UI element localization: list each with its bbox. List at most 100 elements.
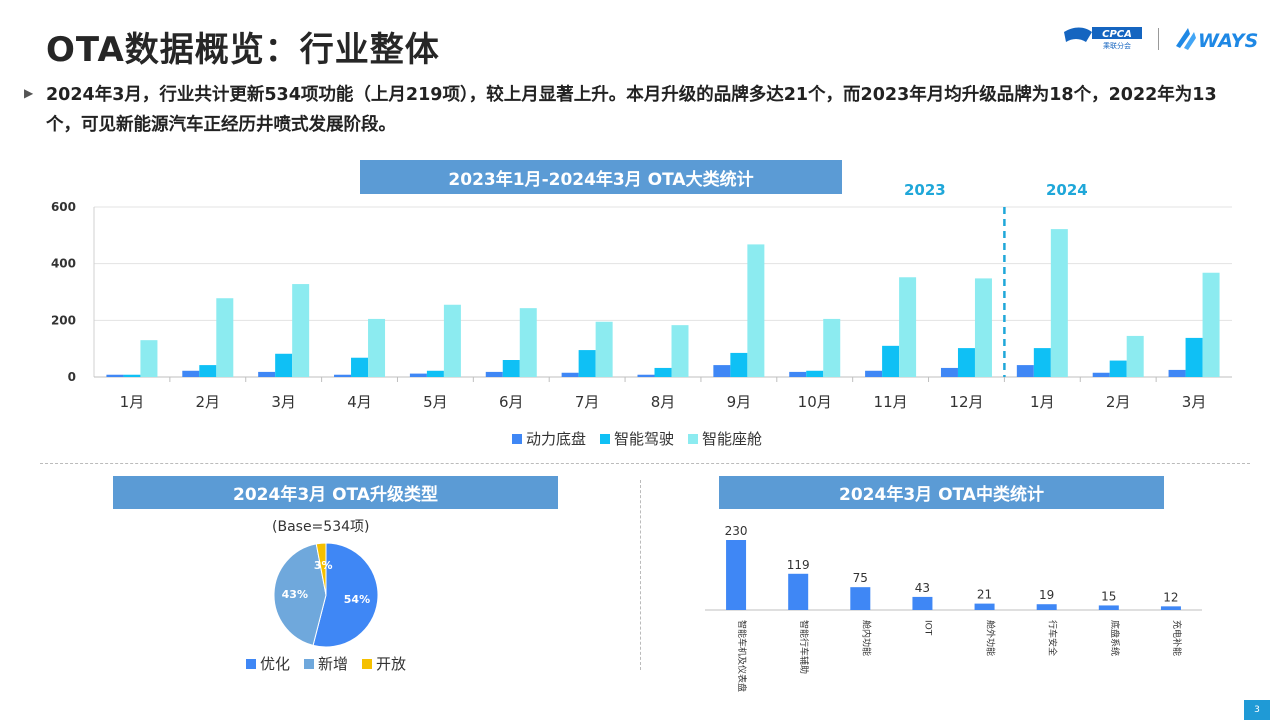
legend-swatch (304, 658, 315, 669)
legend-item: 优化 (246, 653, 290, 674)
bar-智能驾驶 (957, 348, 975, 377)
bar-动力底盘 (106, 374, 124, 377)
x-category-label: 智能车机及仪表盘 (736, 620, 748, 692)
x-tick-label: 9月 (727, 393, 752, 411)
bar-智能驾驶 (275, 353, 293, 377)
cpca-logo: CPCA 乘联分会 (1064, 27, 1142, 50)
bar-智能座舱 (519, 308, 537, 377)
legend-swatch (246, 658, 256, 669)
legend-item: 智能座舱 (688, 428, 762, 449)
legend-swatch (688, 433, 699, 444)
chart-1-legend: 动力底盘 智能驾驶 智能座舱 (512, 428, 762, 449)
bar-动力底盘 (637, 374, 655, 377)
bar-动力底盘 (940, 367, 958, 377)
x-tick-label: 7月 (575, 393, 600, 411)
bar-智能驾驶 (1185, 337, 1203, 377)
bar-智能驾驶 (426, 370, 444, 377)
intro-text: 2024年3月，行业共计更新534项功能（上月219项），较上月显著上升。本月升… (46, 85, 1217, 135)
bar-智能驾驶 (654, 367, 672, 377)
x-tick-label: 2月 (196, 393, 221, 411)
bar-动力底盘 (561, 372, 579, 377)
chart-2-legend: 优化 新增 开放 (246, 653, 406, 674)
ways-logo-text: WAYS (1198, 30, 1258, 52)
section-divider-vertical (640, 480, 641, 670)
bar-动力底盘 (485, 371, 503, 377)
bar-智能座舱 (974, 278, 992, 377)
cpca-logo-sub: 乘联分会 (1103, 41, 1131, 50)
legend-item: 智能驾驶 (600, 428, 674, 449)
x-tick-label: 2月 (1106, 393, 1131, 411)
x-category-label: 底盘系统 (1109, 620, 1121, 656)
bar-智能驾驶 (730, 352, 748, 377)
legend-item: 开放 (362, 653, 406, 674)
year-label-2023: 2023 (904, 181, 946, 199)
x-tick-label: 3月 (271, 393, 296, 411)
x-category-label: 充电补能 (1171, 620, 1183, 656)
x-tick-label: 5月 (423, 393, 448, 411)
x-category-label: 行车安全 (1047, 620, 1059, 656)
bar-智能驾驶 (123, 374, 141, 377)
bar-智能驾驶 (1109, 360, 1127, 377)
subcategory-bar (974, 603, 995, 610)
pie-slice-label: 43% (282, 588, 308, 601)
bar-动力底盘 (865, 370, 883, 377)
bar-智能座舱 (216, 298, 234, 377)
legend-swatch (512, 433, 522, 444)
bar-智能驾驶 (882, 345, 900, 377)
legend-label: 动力底盘 (526, 430, 587, 448)
pie-slice-label: 54% (344, 593, 370, 606)
bar-智能座舱 (747, 244, 765, 377)
y-tick-label: 0 (68, 370, 76, 384)
chart-1-title: 2023年1月-2024年3月 OTA大类统计 (360, 160, 842, 194)
bar-value-label: 43 (915, 581, 930, 595)
x-tick-label: 8月 (651, 393, 676, 411)
legend-item: 新增 (304, 653, 348, 674)
legend-label: 新增 (318, 655, 349, 673)
bar-动力底盘 (409, 373, 427, 377)
bar-动力底盘 (1168, 369, 1186, 377)
bar-智能座舱 (368, 318, 386, 377)
bar-智能驾驶 (502, 360, 520, 377)
bar-value-label: 230 (725, 524, 748, 538)
subcategory-bar (1036, 604, 1057, 610)
bar-value-label: 75 (853, 571, 868, 585)
y-tick-label: 200 (51, 313, 76, 327)
subcategory-bar (788, 573, 809, 610)
legend-item: 动力底盘 (512, 428, 586, 449)
pie-slice-label: 3% (314, 559, 333, 572)
bar-动力底盘 (1016, 365, 1034, 377)
bar-智能驾驶 (351, 357, 369, 377)
page-number: 3 (1244, 700, 1270, 720)
x-tick-label: 12月 (949, 393, 983, 411)
legend-label: 开放 (376, 655, 407, 673)
pie-slice-开放 (315, 542, 327, 596)
bar-智能驾驶 (578, 350, 596, 377)
x-tick-label: 6月 (499, 393, 524, 411)
bar-value-label: 12 (1163, 590, 1178, 604)
bar-动力底盘 (258, 371, 276, 377)
bar-智能座舱 (595, 321, 613, 377)
x-category-label: 舱外功能 (985, 620, 997, 656)
legend-swatch (600, 433, 611, 444)
legend-label: 智能座舱 (702, 430, 763, 448)
chart-2-title: 2024年3月 OTA升级类型 (113, 476, 558, 509)
section-divider-horizontal (40, 463, 1250, 464)
legend-label: 优化 (260, 655, 291, 673)
bar-智能驾驶 (806, 370, 824, 377)
bar-智能座舱 (1126, 335, 1144, 377)
bar-智能座舱 (671, 325, 689, 377)
bar-value-label: 21 (977, 588, 992, 602)
ota-upgrade-type-pie: 54% 43% 3% (273, 542, 379, 648)
legend-swatch (362, 658, 373, 669)
bar-智能座舱 (443, 304, 461, 377)
bar-value-label: 119 (787, 558, 810, 572)
chart-3-title: 2024年3月 OTA中类统计 (719, 476, 1164, 509)
subcategory-bar (1160, 606, 1181, 610)
bar-value-label: 15 (1101, 589, 1116, 603)
pie-slice-新增 (273, 543, 327, 646)
subcategory-bar (912, 596, 933, 610)
x-tick-label: 11月 (874, 393, 908, 411)
year-label-2024: 2024 (1046, 181, 1088, 199)
bar-智能座舱 (899, 277, 917, 377)
legend-label: 智能驾驶 (614, 430, 675, 448)
